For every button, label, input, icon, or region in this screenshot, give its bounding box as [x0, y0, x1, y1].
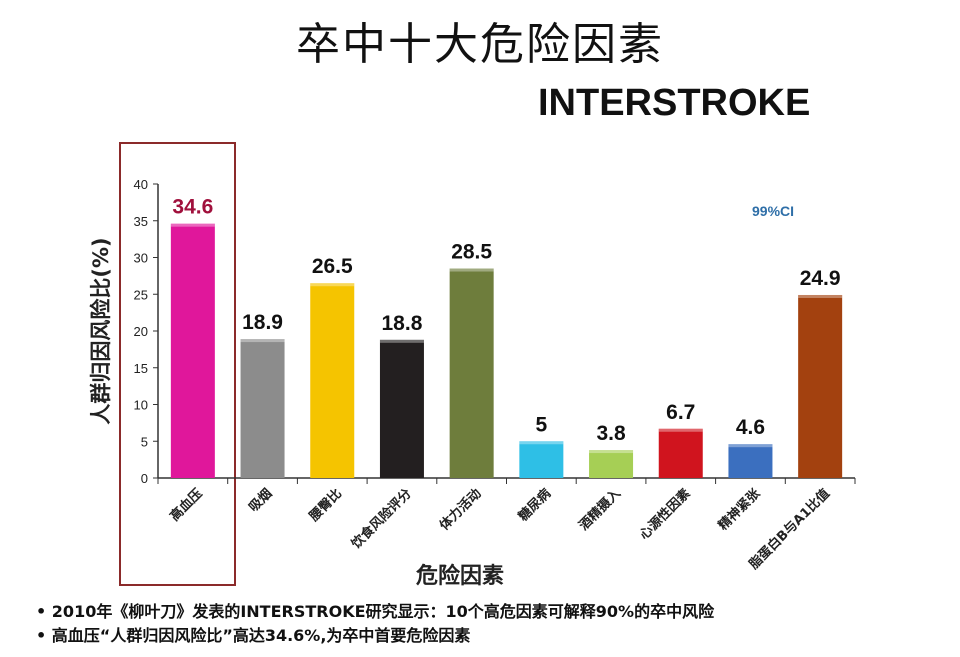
data-label: 18.9	[242, 311, 283, 334]
ci-annotation: 99%CI	[752, 203, 794, 219]
y-tick-label: 30	[134, 251, 148, 266]
x-tick-label: 高血压	[167, 486, 206, 525]
x-tick-label: 精神紧张	[715, 485, 764, 534]
note-2: 高血压“人群归因风险比”高达34.6%,为卒中首要危险因素	[36, 624, 714, 648]
bar-0	[170, 223, 215, 478]
y-tick-label: 25	[134, 287, 148, 302]
bar-highlight	[310, 283, 355, 287]
data-label: 3.8	[596, 422, 626, 445]
bar-highlight	[170, 223, 215, 227]
x-tick-label: 心源性因素	[636, 486, 693, 543]
bar-6	[589, 450, 634, 478]
bar-4	[449, 268, 494, 478]
bar-chart: 0 5 10 15 20 25 30 35 40 34.6 高血压 18.9 吸烟 26.5 腰臀比 18.8…	[89, 142, 856, 589]
page-title: 卒中十大危险因素	[296, 19, 664, 70]
bar-highlight	[658, 428, 703, 432]
note-1: 2010年《柳叶刀》发表的INTERSTROKE研究显示：10个高危因素可解释9…	[36, 600, 714, 624]
x-tick-label: 酒精摄入	[576, 486, 624, 534]
data-label: 34.6	[172, 196, 213, 219]
bar-highlight	[589, 450, 634, 454]
subtitle: INTERSTROKE	[538, 82, 811, 124]
data-label: 4.6	[736, 416, 765, 439]
x-tick-label: 腰臀比	[305, 486, 345, 526]
data-label: 5	[536, 413, 548, 436]
x-tick-label: 体力活动	[436, 486, 484, 534]
bar-7	[658, 428, 703, 478]
y-tick-label: 20	[134, 324, 148, 339]
bar-3	[379, 339, 424, 478]
y-tick-label: 10	[134, 398, 148, 413]
bar-5	[519, 441, 564, 478]
x-tick-label: 吸烟	[246, 486, 275, 515]
bar-highlight	[379, 339, 424, 343]
y-tick-label: 5	[141, 434, 148, 449]
x-axis-title: 危险因素	[416, 563, 504, 589]
y-tick-label: 15	[134, 361, 148, 376]
y-axis-title: 人群归因风险比(%)	[89, 237, 113, 424]
data-label: 18.8	[382, 312, 423, 335]
y-tick-label: 35	[134, 214, 148, 229]
bar-highlight	[449, 268, 494, 272]
data-label: 6.7	[666, 401, 695, 424]
data-label: 28.5	[451, 241, 492, 264]
data-label: 26.5	[312, 255, 353, 278]
highlight-box	[119, 142, 236, 586]
notes: 2010年《柳叶刀》发表的INTERSTROKE研究显示：10个高危因素可解释9…	[36, 600, 714, 648]
x-tick-label: 饮食风险评分	[348, 486, 415, 553]
bar-2	[310, 283, 355, 478]
y-tick-label: 0	[141, 471, 148, 486]
bar-8	[728, 444, 773, 478]
y-tick-label: 40	[134, 177, 148, 192]
data-label: 24.9	[800, 267, 841, 290]
bar-highlight	[240, 339, 285, 343]
bar-1	[240, 339, 285, 478]
bar-highlight	[519, 441, 564, 445]
x-tick-label: 糖尿病	[515, 486, 554, 525]
bar-9	[798, 294, 843, 478]
bar-highlight	[798, 294, 843, 298]
bar-highlight	[728, 444, 773, 448]
